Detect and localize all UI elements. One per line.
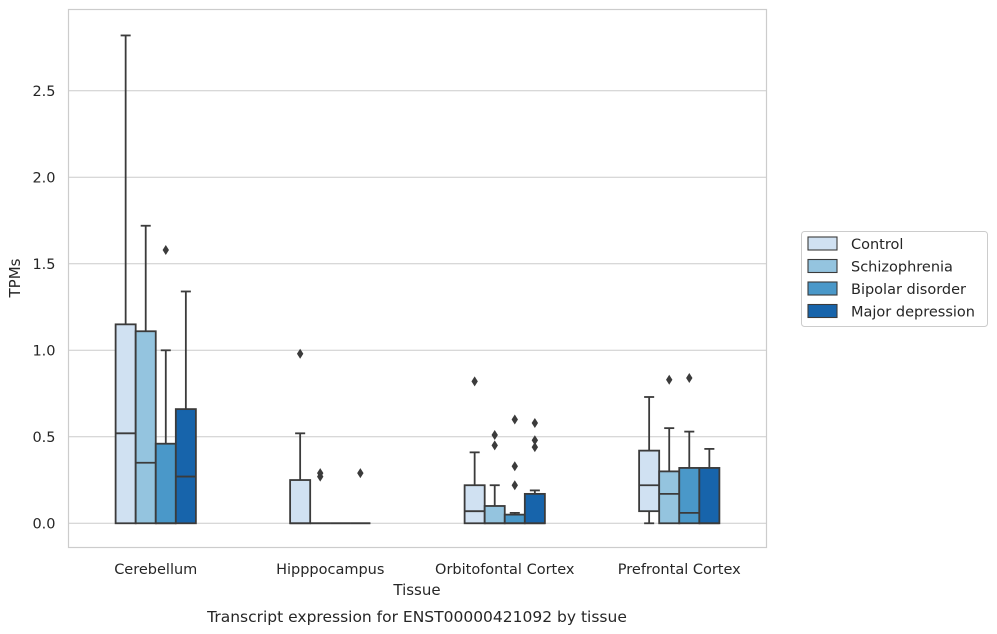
box-orbitofontal-cortex-schizophrenia-iqr-box (483, 505, 506, 525)
box-hipppocampus-control (289, 348, 312, 525)
y-axis-ticks: 0.0 0.5 1.0 1.5 2.0 2.5 (32, 84, 55, 532)
box-cerebellum-major-depression (174, 290, 197, 525)
legend-item-bipolar-disorder: Bipolar disorder (807, 281, 966, 298)
legend-frame (801, 231, 988, 327)
box-prefrontal-cortex-bipolar-disorder-outlier-1 (686, 372, 693, 383)
box-orbitofontal-cortex-control (463, 376, 486, 525)
box-prefrontal-cortex-control-iqr-box (638, 449, 661, 513)
box-prefrontal-cortex-schizophrenia (658, 374, 681, 525)
box-cerebellum-control-iqr-box (114, 323, 137, 525)
box-orbitofontal-cortex-major-depression (523, 417, 546, 525)
box-cerebellum-bipolar-disorder-iqr-box (154, 442, 177, 525)
y-axis-label: TPMs (6, 258, 24, 298)
plot-frame (67, 8, 768, 549)
box-prefrontal-cortex-schizophrenia-outlier-1 (666, 374, 673, 385)
box-prefrontal-cortex-bipolar-disorder (678, 372, 701, 525)
legend-item-major-depression: Major depression (807, 303, 975, 321)
y-tick-label-1-0: 1.0 (32, 343, 55, 359)
legend-label-major-depression: Major depression (851, 305, 975, 321)
box-hipppocampus-major-depression-outlier-1 (357, 468, 364, 479)
box-orbitofontal-cortex-bipolar-disorder (503, 414, 526, 525)
box-hipppocampus-schizophrenia (310, 468, 331, 525)
box-orbitofontal-cortex-bipolar-disorder-outlier-3 (511, 414, 518, 425)
figure-caption: Transcript expression for ENST0000042109… (206, 608, 627, 626)
legend-item-control: Control (807, 236, 903, 253)
box-hipppocampus-major-depression (350, 468, 371, 525)
box-cerebellum-bipolar-disorder (154, 244, 177, 525)
box-orbitofontal-cortex-schizophrenia (483, 430, 506, 525)
y-tick-label-0-0: 0.0 (32, 516, 55, 532)
legend-label-schizophrenia: Schizophrenia (851, 260, 953, 276)
box-hipppocampus-control-outlier-1 (296, 348, 304, 359)
box-orbitofontal-cortex-schizophrenia-outlier-2 (491, 430, 498, 441)
box-orbitofontal-cortex-control-outlier-1 (471, 376, 478, 387)
x-axis-label: Tissue (392, 581, 440, 599)
x-tick-label-prefrontal-cortex: Prefrontal Cortex (618, 562, 741, 578)
legend-swatch-control (807, 236, 838, 251)
y-tick-label-1-5: 1.5 (32, 257, 55, 273)
box-orbitofontal-cortex-major-depression-outlier-3 (531, 417, 539, 428)
box-cerebellum-major-depression-iqr-box (174, 408, 197, 525)
box-prefrontal-cortex-major-depression (698, 447, 721, 525)
box-orbitofontal-cortex-bipolar-disorder-outlier-1 (511, 480, 518, 491)
box-cerebellum-schizophrenia (134, 224, 157, 525)
x-tick-label-hipppocampus: Hipppocampus (276, 562, 384, 578)
legend-swatch-schizophrenia (807, 258, 838, 274)
box-orbitofontal-cortex-major-depression-iqr-box (523, 492, 546, 525)
box-orbitofontal-cortex-major-depression-outlier-1 (531, 442, 539, 453)
legend-label-bipolar-disorder: Bipolar disorder (851, 282, 966, 298)
box-orbitofontal-cortex-major-depression-outlier-2 (531, 435, 539, 446)
box-hipppocampus-schizophrenia-outlier-2 (317, 468, 324, 479)
box-orbitofontal-cortex-control-iqr-box (463, 484, 486, 525)
box-prefrontal-cortex-bipolar-disorder-iqr-box (678, 467, 701, 525)
legend-item-schizophrenia: Schizophrenia (807, 258, 953, 276)
box-cerebellum-control (114, 34, 137, 525)
box-orbitofontal-cortex-bipolar-disorder-iqr-box (503, 513, 526, 525)
y-tick-label-2-0: 2.0 (32, 170, 55, 186)
x-axis-ticks: Cerebellum Hipppocampus Orbitofontal Corte… (114, 562, 741, 578)
legend-swatch-bipolar-disorder (807, 281, 838, 296)
box-cerebellum-bipolar-disorder-outlier-1 (162, 244, 169, 255)
box-prefrontal-cortex-control (638, 396, 661, 525)
box-orbitofontal-cortex-schizophrenia-outlier-1 (491, 440, 498, 451)
x-tick-label-cerebellum: Cerebellum (114, 562, 197, 578)
box-prefrontal-cortex-major-depression-iqr-box (698, 467, 721, 525)
y-tick-label-2-5: 2.5 (32, 84, 55, 100)
legend-label-control: Control (851, 237, 903, 253)
y-tick-label-0-5: 0.5 (32, 430, 55, 446)
legend: Control Schizophrenia Bipolar disorder Majo… (801, 231, 988, 327)
x-tick-label-orbitofontal-cortex: Orbitofontal Cortex (435, 562, 575, 578)
plot-area (114, 34, 721, 525)
box-prefrontal-cortex-schizophrenia-iqr-box (658, 470, 681, 525)
legend-swatch-major-depression (807, 303, 838, 319)
box-orbitofontal-cortex-bipolar-disorder-outlier-2 (511, 461, 518, 472)
box-hipppocampus-control-iqr-box (289, 479, 312, 525)
box-cerebellum-schizophrenia-iqr-box (134, 330, 157, 525)
